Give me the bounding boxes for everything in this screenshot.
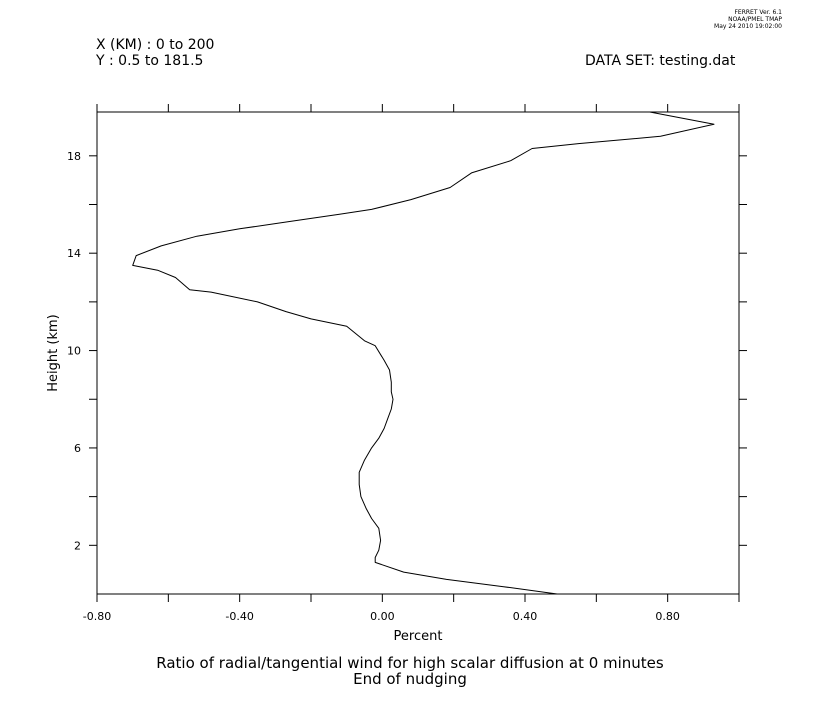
chart-title: Ratio of radial/tangential wind for high… bbox=[156, 654, 664, 672]
dataset-label: DATA SET: testing.dat bbox=[585, 53, 736, 69]
plot-frame bbox=[96, 111, 740, 595]
x-tick-label: 0.00 bbox=[370, 610, 395, 623]
x-tick-label: 0.40 bbox=[513, 610, 538, 623]
version-stamp-line3: May 24 2010 19:02:00 bbox=[714, 23, 782, 30]
x-range-label: X (KM) : 0 to 200 bbox=[96, 37, 215, 53]
y-range-label: Y : 0.5 to 181.5 bbox=[96, 53, 204, 69]
y-tick-label: 18 bbox=[67, 150, 81, 163]
y-tick-label: 6 bbox=[74, 442, 81, 455]
y-axis-label: Height (km) bbox=[46, 314, 61, 391]
series-line bbox=[132, 111, 715, 595]
y-tick-label: 14 bbox=[67, 247, 81, 260]
x-tick-label: -0.40 bbox=[225, 610, 253, 623]
version-stamp-line2: NOAA/PMEL TMAP bbox=[728, 16, 782, 23]
x-tick-label: -0.80 bbox=[83, 610, 111, 623]
y-tick-label: 2 bbox=[74, 539, 81, 552]
chart-subtitle: End of nudging bbox=[353, 670, 467, 688]
version-stamp-line1: FERRET Ver. 6.1 bbox=[734, 9, 782, 16]
x-tick-label: 0.80 bbox=[655, 610, 680, 623]
x-axis-label: Percent bbox=[394, 629, 443, 644]
y-tick-label: 10 bbox=[67, 345, 81, 358]
